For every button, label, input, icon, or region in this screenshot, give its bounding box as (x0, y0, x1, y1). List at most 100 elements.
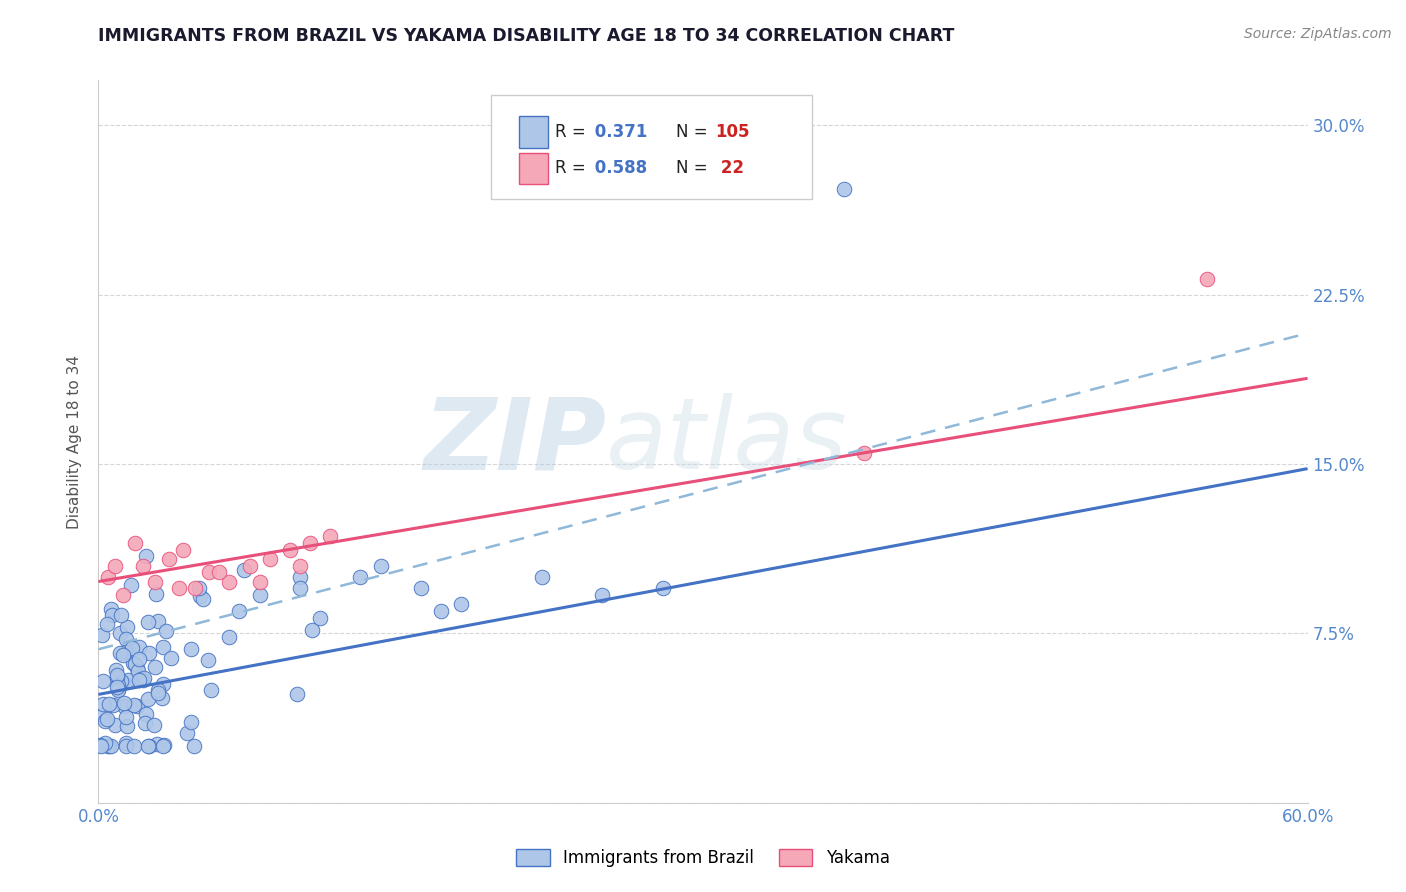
Point (1195, 272, 1218, 286)
Point (96, 712, 118, 726)
Point (101, 608, 124, 623)
Point (114, 645, 136, 659)
Text: 22: 22 (716, 160, 744, 178)
Point (430, 604, 453, 618)
Point (111, 588, 134, 602)
FancyBboxPatch shape (492, 95, 811, 200)
Point (90, 739, 112, 754)
Point (530, 570, 553, 584)
Point (115, 620, 138, 634)
Point (121, 656, 143, 670)
Point (104, 663, 127, 677)
Point (176, 725, 198, 739)
Point (239, 558, 262, 573)
Point (232, 563, 254, 577)
Point (409, 582, 432, 596)
Point (288, 558, 311, 573)
Point (172, 542, 194, 557)
Point (97, 739, 120, 754)
Text: ZIP: ZIP (423, 393, 606, 490)
Point (184, 582, 207, 596)
Point (114, 709, 136, 723)
Point (180, 642, 202, 657)
Point (112, 648, 135, 662)
Point (148, 614, 170, 628)
Text: 0.371: 0.371 (589, 123, 648, 141)
Point (135, 549, 157, 564)
Point (136, 739, 159, 754)
Point (136, 692, 159, 706)
Point (96, 617, 118, 632)
Text: 105: 105 (716, 123, 749, 141)
Point (349, 570, 371, 584)
Point (153, 738, 176, 752)
Point (103, 558, 125, 573)
Point (208, 566, 231, 580)
Point (193, 592, 215, 607)
Point (651, 582, 673, 596)
Point (105, 668, 128, 682)
Point (138, 739, 160, 754)
Point (108, 646, 131, 660)
FancyBboxPatch shape (519, 153, 548, 185)
Point (152, 739, 174, 754)
Point (108, 626, 131, 640)
Point (288, 582, 311, 596)
Point (138, 646, 160, 660)
Text: R =: R = (555, 160, 592, 178)
Legend: Immigrants from Brazil, Yakama: Immigrants from Brazil, Yakama (510, 842, 896, 874)
Point (143, 660, 166, 674)
Point (197, 653, 219, 667)
Point (146, 686, 169, 700)
Point (301, 623, 323, 637)
Point (128, 673, 150, 688)
Point (183, 739, 205, 754)
Point (218, 630, 240, 644)
Point (309, 610, 332, 624)
Point (145, 737, 167, 751)
Point (122, 739, 145, 754)
Point (117, 673, 139, 687)
Point (124, 657, 146, 671)
Point (104, 718, 127, 732)
Point (152, 691, 174, 706)
Point (107, 678, 129, 692)
Point (143, 574, 166, 589)
Point (112, 696, 135, 710)
Point (319, 529, 342, 543)
Point (129, 673, 152, 687)
Point (127, 664, 149, 678)
Point (299, 536, 322, 550)
Point (115, 739, 138, 754)
Point (167, 582, 190, 596)
Text: N =: N = (676, 123, 713, 141)
Point (115, 736, 138, 750)
Point (853, 446, 876, 460)
Point (115, 632, 138, 646)
Point (121, 640, 143, 655)
Point (188, 582, 211, 596)
Point (152, 676, 174, 690)
Point (200, 682, 222, 697)
Point (249, 574, 271, 589)
Point (98, 698, 121, 712)
Point (125, 661, 148, 675)
Point (91, 697, 114, 711)
Point (120, 577, 142, 591)
Point (832, 181, 855, 195)
Point (132, 558, 155, 573)
Point (124, 536, 146, 550)
Point (105, 670, 128, 684)
Point (188, 589, 211, 603)
Point (100, 739, 122, 754)
Point (591, 588, 613, 602)
Point (145, 587, 167, 601)
Point (287, 687, 309, 701)
FancyBboxPatch shape (519, 116, 548, 148)
Point (97, 570, 120, 584)
Point (278, 542, 301, 557)
Point (148, 683, 170, 698)
Point (155, 624, 177, 638)
Point (228, 604, 250, 618)
Point (107, 682, 129, 697)
